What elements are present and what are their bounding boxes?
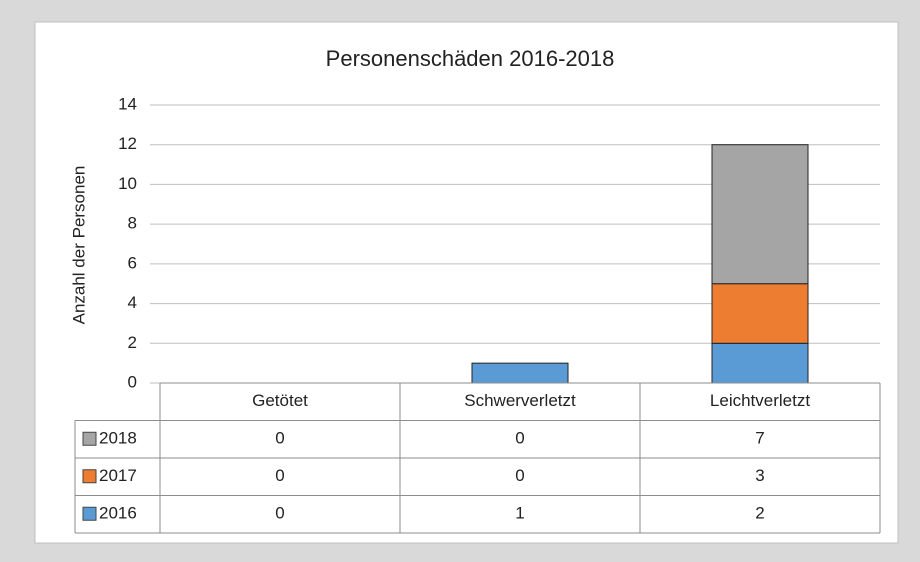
table-value: 7 [755, 429, 764, 448]
y-tick-label: 10 [118, 174, 137, 193]
table-value: 0 [275, 466, 284, 485]
y-axis-label: Anzahl der Personen [69, 166, 88, 325]
y-tick-label: 2 [128, 333, 137, 352]
x-tick-label: Getötet [252, 391, 308, 410]
y-tick-label: 8 [128, 214, 137, 233]
legend-label: 2018 [99, 429, 137, 448]
legend-swatch [82, 469, 97, 484]
bar-segment [711, 342, 809, 384]
y-tick-label: 14 [118, 94, 137, 113]
legend-label: 2017 [99, 466, 137, 485]
legend-swatch [82, 431, 97, 446]
chart-title: Personenschäden 2016-2018 [326, 46, 615, 71]
legend-swatch [82, 506, 97, 521]
bar-segment [711, 283, 809, 344]
table-value: 2 [755, 504, 764, 523]
y-tick-label: 0 [128, 372, 137, 391]
x-tick-label: Schwerverletzt [464, 391, 576, 410]
y-tick-label: 12 [118, 134, 137, 153]
table-value: 0 [515, 466, 524, 485]
y-tick-label: 4 [128, 293, 137, 312]
table-value: 0 [275, 504, 284, 523]
bar-segment [711, 144, 809, 285]
table-value: 0 [275, 429, 284, 448]
x-tick-label: Leichtverletzt [710, 391, 810, 410]
table-value: 0 [515, 429, 524, 448]
table-value: 3 [755, 466, 764, 485]
bar-segment [471, 362, 569, 384]
table-value: 1 [515, 504, 524, 523]
legend-label: 2016 [99, 504, 137, 523]
y-tick-label: 6 [128, 253, 137, 272]
